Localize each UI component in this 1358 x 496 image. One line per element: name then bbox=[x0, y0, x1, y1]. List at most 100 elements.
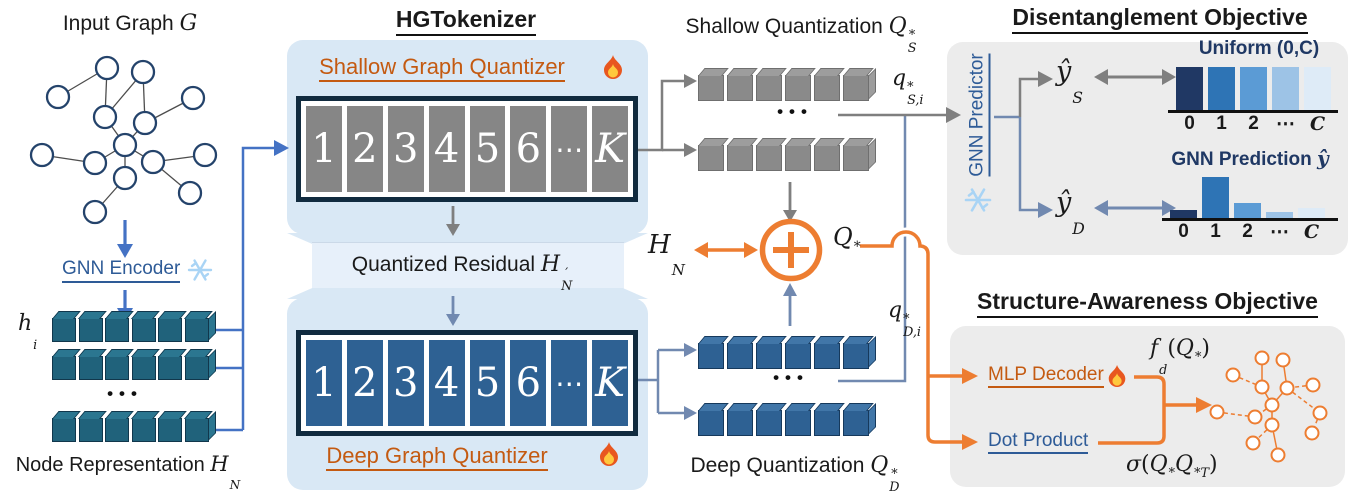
ys-label: ŷ S bbox=[1056, 56, 1083, 108]
node-representation-label: Node Representation H N bbox=[0, 452, 256, 491]
codebook-cell: ⋯ bbox=[551, 340, 588, 426]
vector-cube bbox=[698, 343, 724, 369]
arrowhead bbox=[684, 74, 697, 88]
input-graph-title: Input Graph G bbox=[40, 11, 220, 36]
cell-index: 4 bbox=[433, 360, 460, 406]
cell-index: 5 bbox=[474, 360, 501, 406]
vector-cube bbox=[756, 145, 782, 171]
vector-cube bbox=[814, 343, 840, 369]
cell-index: 1 bbox=[311, 126, 337, 172]
codebook-cell: 1 bbox=[306, 106, 342, 192]
vector-cube bbox=[814, 410, 840, 436]
cell-index: 5 bbox=[474, 126, 501, 172]
arrowhead bbox=[684, 343, 697, 357]
uniform-chart-title: Uniform (0,C) bbox=[1198, 38, 1320, 59]
quantized-residual-label: Quantized Residual H ′ N bbox=[287, 252, 637, 293]
qdi-label: q * D,i bbox=[888, 298, 921, 340]
deep-quantization-text: Deep Quantization bbox=[690, 454, 865, 477]
codebook-cell: 3 bbox=[387, 106, 424, 192]
arrowhead bbox=[684, 143, 697, 157]
bar bbox=[1176, 67, 1203, 110]
codebook-cell: 3 bbox=[387, 340, 424, 426]
uniform-chart-labels: 0 1 2 ⋯ C bbox=[1176, 113, 1331, 136]
codebook-cell: 2 bbox=[346, 340, 383, 426]
shallow-quantizer-text: Shallow Graph Quantizer bbox=[319, 54, 565, 82]
cell-index: 3 bbox=[392, 360, 419, 406]
quantized-residual-text: Quantized Residual bbox=[351, 253, 536, 276]
yd-label: ŷ D bbox=[1056, 187, 1085, 239]
bar bbox=[1298, 208, 1325, 218]
sigma-label: σ(Q * Q *T ) bbox=[1126, 452, 1218, 481]
vector-cube bbox=[843, 75, 869, 101]
deep-quantization-title: Deep Quantization Q * D bbox=[650, 453, 940, 494]
vector-cube bbox=[785, 343, 811, 369]
arrowhead bbox=[684, 406, 697, 420]
gnn-predictor-label: GNN Predictor bbox=[966, 45, 991, 186]
axis-label: 0 bbox=[1178, 221, 1189, 242]
sum-operator-icon bbox=[759, 218, 823, 282]
axis-label: 1 bbox=[1216, 113, 1227, 134]
deep-quantizer-label: Deep Graph Quantizer bbox=[287, 443, 587, 471]
funnel-bottom bbox=[287, 288, 648, 299]
uniform-bar-chart bbox=[1176, 66, 1331, 110]
axis-label: C bbox=[1303, 221, 1320, 243]
input-graph bbox=[29, 55, 218, 225]
cell-index: ⋯ bbox=[555, 366, 584, 400]
codebook-cell: ⋯ bbox=[551, 106, 588, 192]
codebook-cell: 5 bbox=[469, 106, 506, 192]
codebook-cell: 6 bbox=[510, 340, 547, 426]
vector-cube bbox=[727, 343, 753, 369]
input-graph-symbol: G bbox=[179, 11, 198, 36]
deep-codebook: 1 2 3 4 5 6 ⋯ K bbox=[296, 330, 638, 436]
codebook-cell: 4 bbox=[428, 340, 465, 426]
vector-cube bbox=[814, 145, 840, 171]
cubes-to-tokenizer-connector bbox=[202, 146, 276, 432]
vector-cube bbox=[158, 318, 182, 342]
qsi-label: q * S,i bbox=[892, 66, 924, 108]
codebook-cell: K bbox=[592, 340, 628, 426]
codebook-cell: 6 bbox=[510, 106, 547, 192]
arrowhead bbox=[783, 210, 797, 222]
cell-index: 3 bbox=[392, 126, 419, 172]
vector-cube bbox=[727, 75, 753, 101]
cell-index: K bbox=[595, 360, 625, 406]
hgtokenizer-title: HGTokenizer bbox=[330, 6, 602, 36]
axis-label: ⋯ bbox=[1276, 114, 1295, 135]
vector-cube bbox=[785, 75, 811, 101]
node-embedding-row bbox=[52, 418, 211, 442]
vector-cube bbox=[184, 418, 209, 442]
vector-cube bbox=[843, 410, 869, 436]
wire-hop-casing bbox=[887, 227, 925, 247]
vector-cube bbox=[184, 318, 209, 342]
vector-cube bbox=[184, 356, 209, 380]
bar bbox=[1234, 203, 1261, 218]
node-embedding-row bbox=[52, 356, 211, 380]
deep-quantizer-text: Deep Graph Quantizer bbox=[326, 443, 548, 471]
axis-label: 0 bbox=[1184, 113, 1195, 134]
structure-title: Structure-Awareness Objective bbox=[950, 288, 1345, 318]
cell-index: 6 bbox=[515, 126, 542, 172]
vector-cube bbox=[785, 145, 811, 171]
bar bbox=[1240, 67, 1267, 110]
cell-index: 2 bbox=[352, 126, 378, 172]
vector-cube bbox=[698, 145, 724, 171]
codebook-cell: 5 bbox=[469, 340, 506, 426]
disentanglement-title-text: Disentanglement Objective bbox=[1012, 4, 1308, 34]
vector-cube bbox=[131, 418, 156, 442]
vector-cube bbox=[727, 410, 753, 436]
prediction-chart-title: GNN Prediction ŷ bbox=[1145, 146, 1355, 171]
shallow-codebook: 1 2 3 4 5 6 ⋯ K bbox=[296, 96, 638, 202]
vector-cube bbox=[756, 343, 782, 369]
codebook-cell: 1 bbox=[306, 340, 342, 426]
bar bbox=[1304, 67, 1331, 110]
ellipsis: ••• bbox=[773, 368, 809, 387]
axis-label: ⋯ bbox=[1270, 222, 1289, 243]
qs-symbol: Q * S bbox=[888, 14, 917, 56]
vector-cube bbox=[78, 418, 103, 442]
deep-code-row bbox=[698, 343, 872, 369]
prediction-bar-chart bbox=[1170, 177, 1325, 218]
codebook-cell: 4 bbox=[428, 106, 465, 192]
uniform-chart-axis bbox=[1168, 110, 1338, 113]
shallow-code-row bbox=[698, 145, 872, 171]
